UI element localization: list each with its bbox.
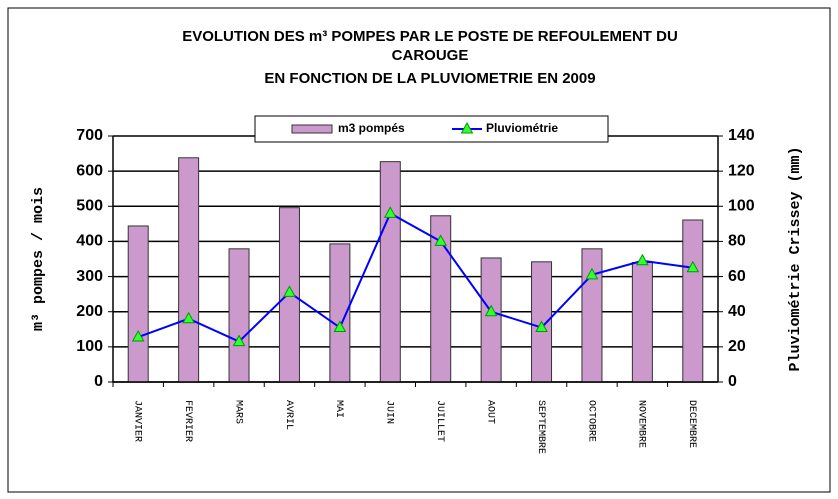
- x-tick-label: NOVEMBRE: [636, 400, 647, 448]
- y-axis-title: m³ pompes / mois: [30, 187, 47, 331]
- title-line: EVOLUTION DES m³ POMPES PAR LE POSTE DE …: [182, 28, 678, 45]
- legend-label: m3 pompés: [338, 121, 405, 135]
- x-tick-label: JUILLET: [434, 400, 445, 442]
- y-tick-label: 700: [76, 127, 103, 144]
- line-marker: [333, 320, 347, 333]
- legend-marker: [460, 121, 474, 134]
- x-tick-label: MAI: [333, 400, 344, 418]
- x-tick-label: MARS: [232, 400, 243, 424]
- y2-tick-label: 80: [728, 233, 746, 250]
- x-tick-label: FEVRIER: [182, 400, 193, 442]
- y2-tick-label: 100: [728, 198, 755, 215]
- line-marker: [484, 304, 498, 317]
- bar: [631, 262, 653, 383]
- line-marker: [383, 206, 397, 218]
- bar: [480, 257, 502, 383]
- line-marker: [585, 267, 599, 280]
- bar: [228, 248, 250, 383]
- y2-axis-title: Pluviométrie Crissey (mm): [787, 146, 804, 371]
- y2-tick-label: 0: [728, 373, 737, 390]
- y2-tick-label: 20: [728, 338, 746, 355]
- x-tick-label: AOUT: [484, 400, 495, 424]
- y2-tick-label: 40: [728, 303, 746, 320]
- line-marker: [686, 260, 700, 273]
- x-tick-label: SEPTEMBRE: [535, 400, 546, 454]
- y-tick-label: 100: [76, 338, 103, 355]
- y2-tick-label: 120: [728, 162, 755, 179]
- bar: [178, 157, 200, 383]
- line: [137, 211, 693, 343]
- y-tick-label: 0: [94, 373, 103, 390]
- line-marker: [131, 329, 145, 342]
- y2-tick-label: 60: [728, 268, 746, 285]
- y2-tick-label: 140: [728, 127, 755, 144]
- y-tick-label: 500: [76, 198, 103, 215]
- bar: [682, 219, 704, 383]
- x-tick-label: JANVIER: [132, 400, 143, 442]
- line-marker: [434, 234, 448, 246]
- line-marker: [232, 334, 246, 347]
- line-marker: [636, 253, 649, 266]
- x-tick-label: AVRIL: [283, 400, 294, 430]
- title-line: CAROUGE: [392, 47, 469, 64]
- y-tick-label: 200: [76, 303, 103, 320]
- bar: [127, 225, 149, 383]
- x-tick-label: OCTOBRE: [585, 400, 596, 442]
- line-marker: [283, 285, 296, 297]
- legend-swatch: [291, 124, 333, 134]
- title-line: EN FONCTION DE LA PLUVIOMETRIE EN 2009: [264, 70, 595, 87]
- legend-label: Pluviométrie: [486, 121, 558, 135]
- y-tick-label: 600: [76, 162, 103, 179]
- line-marker: [182, 311, 195, 324]
- bar: [379, 161, 401, 383]
- y-tick-label: 300: [76, 268, 103, 285]
- x-tick-label: DECEMBRE: [686, 400, 697, 448]
- x-tick-label: JUIN: [384, 400, 395, 424]
- line-marker: [535, 320, 548, 333]
- y-tick-label: 400: [76, 233, 103, 250]
